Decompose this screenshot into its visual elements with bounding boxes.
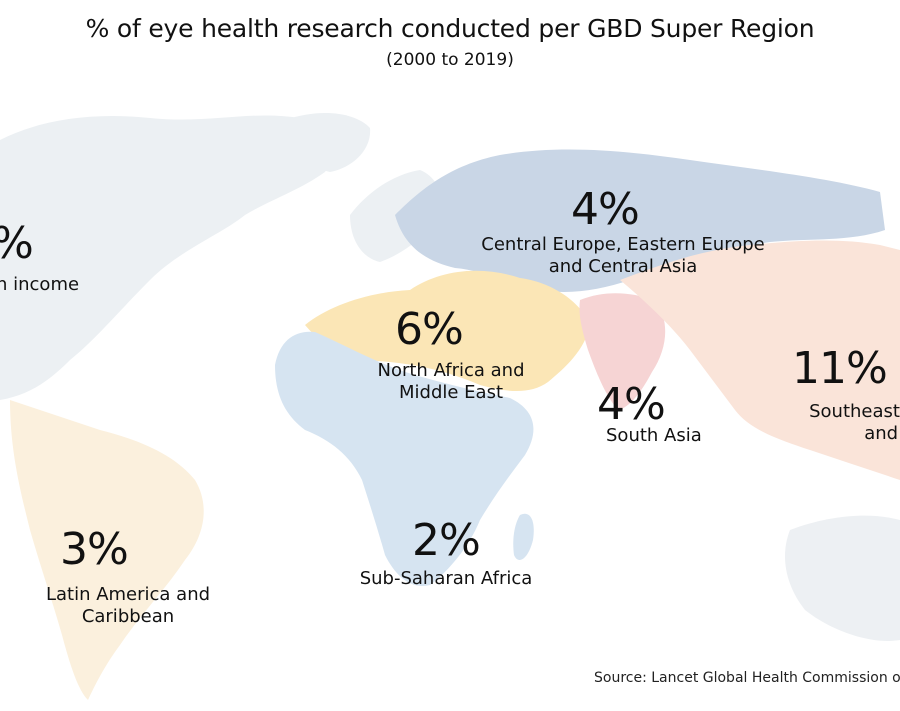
region-north-africa [305,270,590,391]
region-south-asia [579,293,666,410]
chart-subtitle: (2000 to 2019) [386,50,514,70]
high-income-label: n income [0,274,80,295]
latin-america-value: 3% [60,524,129,575]
region-australia [785,515,900,641]
region-southeast-asia [620,240,900,480]
region-latin-america [10,400,204,700]
central-europe-value: 4% [571,184,640,235]
central-europe-label: Central Europe, Eastern Europe and Centr… [481,234,765,277]
region-madagascar [513,513,534,560]
sub-saharan-label: Sub-Saharan Africa [359,568,533,589]
north-africa-value: 6% [395,304,464,355]
chart-title: % of eye health research conducted per G… [85,14,815,43]
region-central-europe [395,149,885,292]
north-africa-label: North Africa and Middle East [377,360,525,403]
sub-saharan-value: 2% [412,515,481,566]
region-sub-saharan [275,331,534,586]
south-asia-label: South Asia [606,425,702,446]
latin-america-label: Latin America and Caribbean [45,584,211,627]
high-income-value: % [0,222,34,266]
region-north-america [0,115,332,401]
south-asia-value: 4% [597,379,666,430]
source-note: Source: Lancet Global Health Commission … [594,670,900,686]
southeast-asia-label: Southeast A and O [809,401,900,444]
southeast-asia-value: 11% [792,343,888,394]
region-greenland [285,113,371,172]
